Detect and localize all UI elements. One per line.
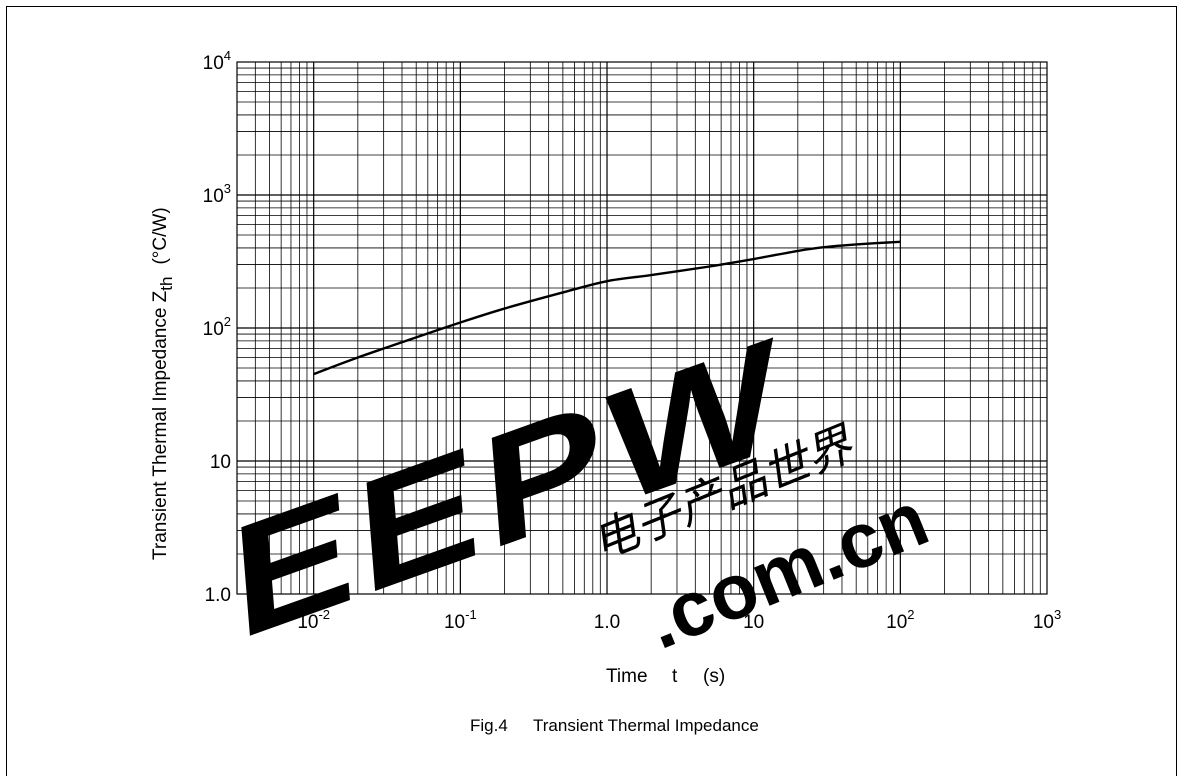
y-tick-labels: 1.0 10 102 103 104 — [203, 48, 231, 606]
y-axis-title: Transient Thermal Impedance Zth (°C/W) — [150, 207, 176, 560]
x-axis-title: Time t (s) — [606, 666, 725, 687]
plot-area-border — [236, 61, 1048, 595]
x-tick-labels: 10-2 10-1 1.0 10 102 103 — [297, 607, 1061, 633]
caption-title: Transient Thermal Impedance — [533, 716, 759, 735]
figure-frame — [6, 6, 1177, 776]
y-tick-label: 102 — [203, 314, 231, 340]
figure-caption: Fig.4 Transient Thermal Impedance — [470, 716, 759, 735]
y-tick-label: 103 — [203, 181, 231, 207]
caption-figure-number: Fig.4 — [470, 716, 508, 735]
x-tick-label: 10-2 — [297, 607, 330, 633]
x-tick-label: 10-1 — [444, 607, 477, 633]
series-line — [313, 240, 901, 376]
x-axis-title-quantity: Time — [606, 666, 648, 687]
x-axis-title-symbol: t — [672, 666, 678, 687]
grid-lines — [237, 62, 1047, 594]
y-axis-title-main: Transient Thermal Impedance Z — [150, 290, 171, 560]
x-tick-label: 102 — [886, 607, 914, 633]
y-tick-label: 1.0 — [205, 585, 231, 606]
x-axis-title-unit: (s) — [703, 666, 725, 687]
x-tick-label: 10 — [743, 612, 764, 633]
watermark: EEPW .com.cn 电子产品世界 — [227, 301, 940, 674]
x-tick-label: 103 — [1033, 607, 1061, 633]
y-tick-label: 10 — [210, 452, 231, 473]
x-tick-label: 1.0 — [594, 612, 620, 633]
y-axis-title-unit: (°C/W) — [150, 207, 171, 264]
y-tick-label: 104 — [203, 48, 231, 74]
y-axis-title-subscript: th — [157, 277, 176, 291]
